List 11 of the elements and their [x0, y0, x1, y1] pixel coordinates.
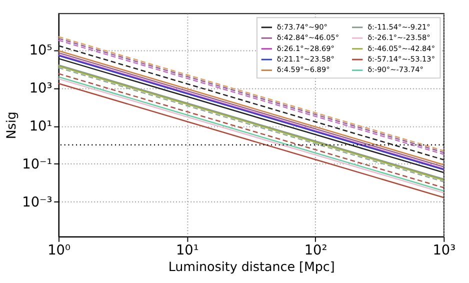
y-tick-label: 10³	[29, 80, 52, 96]
y-axis-title: Nsig	[3, 112, 18, 140]
x-tick-label: 10²	[304, 242, 328, 259]
x-tick-label: 10³	[432, 242, 456, 259]
y-tick-label: 10⁻¹	[22, 156, 52, 172]
y-tick-label: 10⁻³	[22, 194, 52, 210]
x-tick-label: 10¹	[176, 242, 199, 259]
y-tick-label: 10⁵	[29, 42, 52, 58]
x-tick-label: 10⁰	[48, 242, 70, 259]
y-tick-label: 10¹	[29, 118, 52, 134]
x-axis-title: Luminosity distance [Mpc]	[168, 259, 335, 274]
